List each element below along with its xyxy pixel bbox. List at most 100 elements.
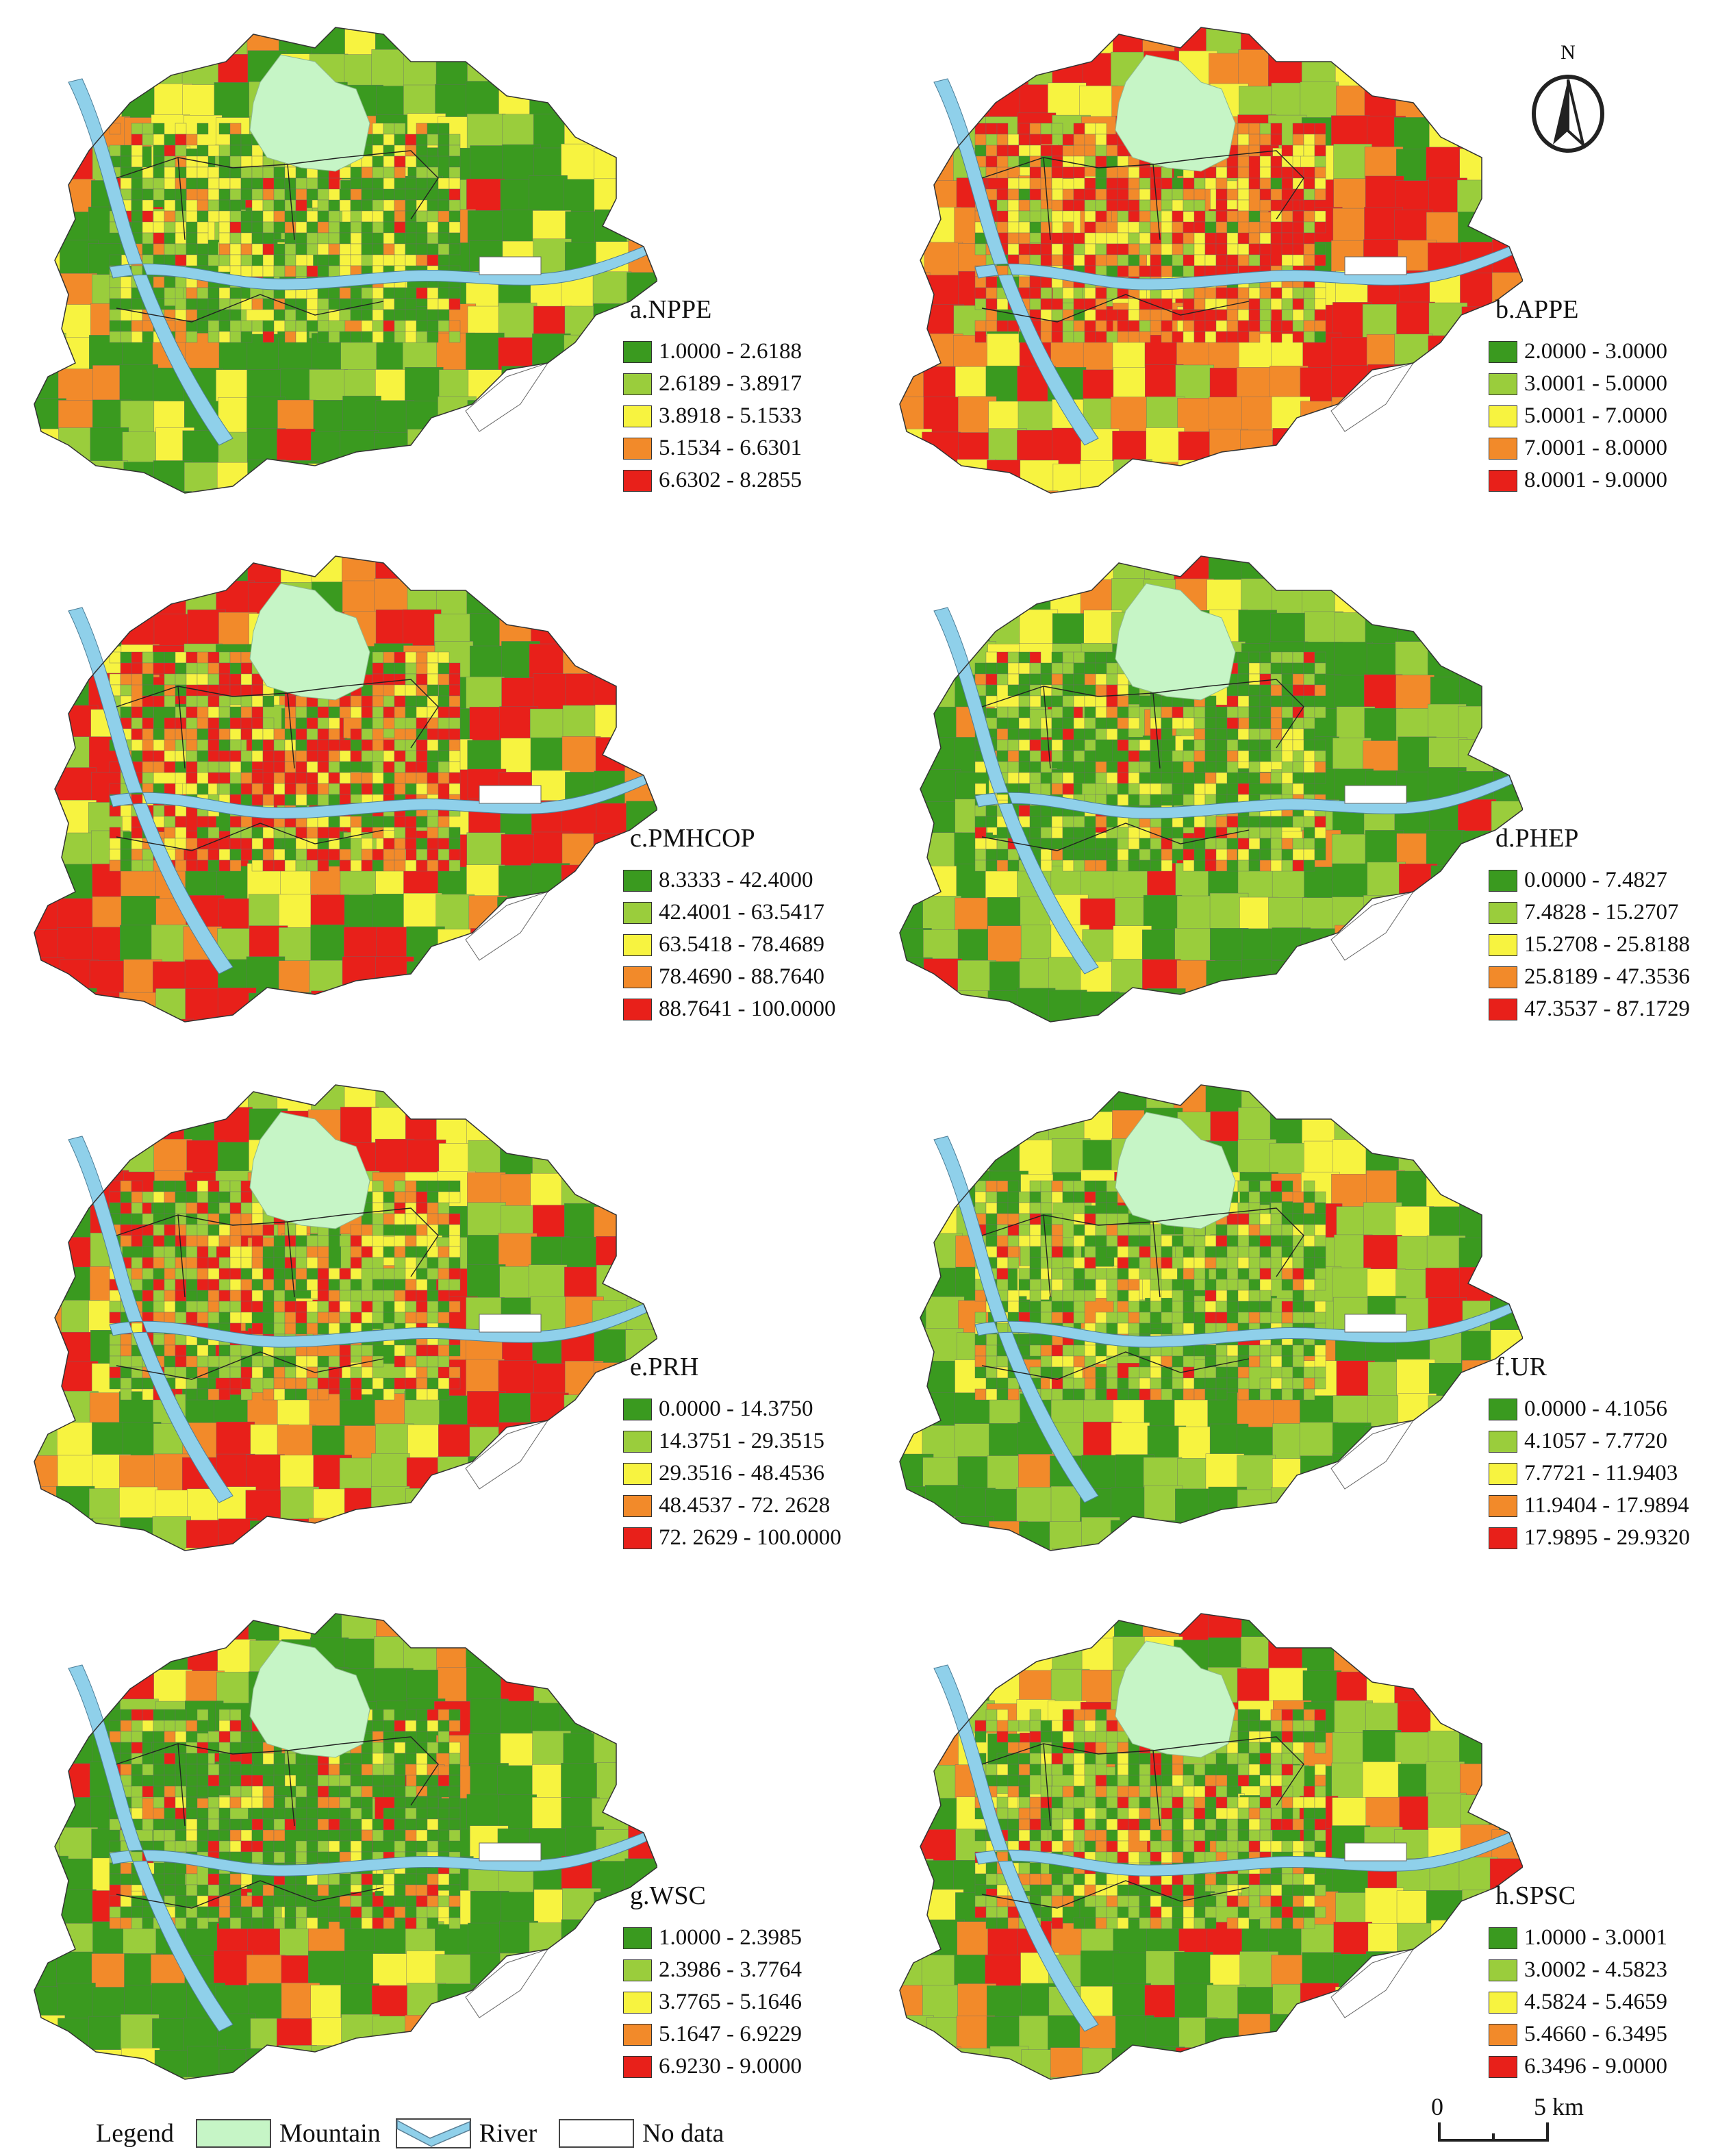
map-unit (229, 177, 242, 190)
map-unit (328, 243, 340, 255)
map-unit (394, 838, 406, 850)
map-unit (974, 816, 987, 828)
map-unit (1095, 177, 1107, 190)
map-unit (1106, 199, 1118, 212)
map-unit (295, 772, 307, 784)
map-unit (1051, 651, 1063, 664)
map-unit (284, 1279, 296, 1291)
map-unit (1139, 199, 1151, 212)
map-unit (383, 1224, 395, 1236)
map-unit (197, 188, 209, 201)
map-unit (955, 1549, 994, 1551)
map-unit (1062, 188, 1074, 201)
map-unit (164, 1202, 176, 1214)
map-unit (131, 320, 143, 332)
map-unit (1128, 717, 1140, 729)
map-unit (498, 302, 538, 342)
map-unit (361, 783, 373, 795)
map-unit (383, 1312, 395, 1324)
map-unit (1062, 783, 1074, 795)
map-unit (262, 1388, 275, 1401)
map-unit (240, 684, 253, 697)
map-unit (185, 988, 224, 1022)
map-unit (240, 145, 253, 157)
map-unit (328, 827, 340, 839)
map-unit (561, 49, 600, 88)
map-unit (1292, 134, 1304, 146)
map-unit (295, 1301, 307, 1313)
map-unit (1073, 188, 1085, 201)
map-unit (92, 1019, 131, 1022)
map-unit (438, 1355, 450, 1368)
map-unit (974, 331, 987, 343)
map-unit (448, 1257, 461, 1269)
map-unit (229, 1257, 242, 1269)
map-unit (339, 1301, 351, 1313)
map-unit (1272, 556, 1311, 588)
map-unit (1161, 1235, 1173, 1247)
map-unit (1110, 1520, 1150, 1551)
map-unit (596, 27, 635, 61)
map-unit (240, 1312, 253, 1324)
map-unit (1062, 662, 1074, 675)
class-legend: c.PMHCOP 8.3333 - 42.4000 42.4001 - 63.541… (623, 823, 856, 1025)
map-unit (1303, 309, 1315, 321)
map-unit (1292, 761, 1304, 773)
map-unit (164, 750, 176, 762)
map-unit (427, 1344, 439, 1357)
map-unit (416, 1290, 428, 1302)
map-unit (1040, 860, 1052, 872)
map-unit (438, 695, 450, 707)
map-unit (1018, 805, 1031, 817)
class-range-label: 78.4690 - 88.7640 (659, 964, 824, 989)
map-unit (1428, 493, 1467, 507)
map-unit (405, 1235, 417, 1247)
map-unit (186, 695, 198, 707)
map-unit (306, 1235, 318, 1247)
map-unit (1259, 298, 1272, 310)
map-unit (207, 210, 220, 223)
map-unit (240, 662, 253, 675)
map-unit (34, 242, 64, 281)
map-unit (1300, 1487, 1339, 1527)
map-unit (197, 145, 209, 157)
map-unit (164, 1312, 176, 1324)
map-unit (229, 750, 242, 762)
map-unit (996, 1202, 1009, 1214)
map-unit (1292, 331, 1304, 343)
map-unit (1248, 739, 1261, 751)
map-unit (438, 177, 450, 190)
map-unit (1292, 1202, 1304, 1214)
legend-row: 72. 2629 - 100.0000 (623, 1522, 856, 1554)
map-unit (383, 717, 395, 729)
map-unit (996, 750, 1009, 762)
map-unit (1268, 1553, 1306, 1564)
map-unit (405, 860, 417, 872)
map-unit (1161, 331, 1173, 343)
map-unit (974, 134, 987, 146)
map-unit (262, 717, 275, 729)
map-unit (1029, 772, 1041, 784)
map-unit (186, 1257, 198, 1269)
map-unit (1040, 739, 1052, 751)
map-unit (1095, 783, 1107, 795)
map-unit (383, 123, 395, 135)
map-unit (625, 114, 657, 153)
map-unit (1204, 772, 1217, 784)
map-unit (142, 1235, 154, 1247)
map-unit (416, 243, 428, 255)
map-unit (1215, 849, 1228, 861)
map-unit (361, 750, 373, 762)
map-unit (273, 199, 286, 212)
class-swatch (623, 1527, 652, 1549)
map-unit (1095, 673, 1107, 686)
map-unit (1018, 662, 1031, 675)
map-unit (284, 772, 296, 784)
map-unit (1226, 838, 1239, 850)
map-unit (416, 772, 428, 784)
map-unit (372, 772, 384, 784)
class-range-label: 6.6302 - 8.2855 (659, 468, 802, 492)
map-unit (394, 166, 406, 179)
map-unit (985, 145, 998, 157)
map-unit (175, 1224, 187, 1236)
